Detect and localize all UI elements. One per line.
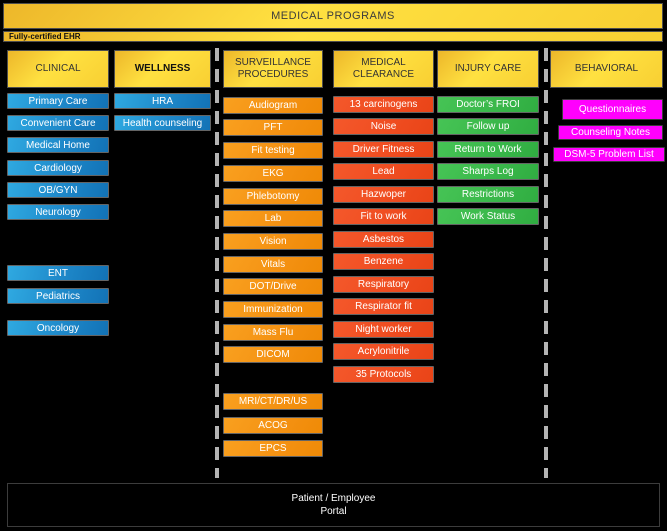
program-item-clinical: ENT (7, 265, 109, 281)
program-item-clearance: Driver Fitness (333, 141, 434, 158)
program-item-clearance: Asbestos (333, 231, 434, 248)
program-item-clinical: Oncology (7, 320, 109, 336)
program-item-clearance: 13 carcinogens (333, 96, 434, 113)
dashed-separator-left (215, 48, 219, 478)
portal-label-line2: Portal (320, 506, 347, 517)
program-item-clearance: Fit to work (333, 208, 434, 225)
program-item-surveillance: Mass Flu (223, 324, 323, 341)
dashed-separator-right (544, 48, 548, 478)
column-header-behavioral: BEHAVIORAL (550, 50, 663, 88)
program-item-surveillance: MRI/CT/DR/US (223, 393, 323, 410)
program-item-clinical: Neurology (7, 204, 109, 220)
program-item-surveillance: Vision (223, 233, 323, 250)
program-item-clinical: Medical Home (7, 137, 109, 153)
program-item-clearance: Acrylonitrile (333, 343, 434, 360)
program-item-surveillance: PFT (223, 119, 323, 136)
program-item-surveillance: Fit testing (223, 142, 323, 159)
program-item-surveillance: EKG (223, 165, 323, 182)
program-item-injury: Doctor’s FROI (437, 96, 539, 113)
program-item-behavioral: DSM-5 Problem List (553, 147, 665, 162)
program-item-clinical: Convenient Care (7, 115, 109, 131)
program-item-clearance: Hazwoper (333, 186, 434, 203)
program-item-clearance: Night worker (333, 321, 434, 338)
program-item-clearance: Respirator fit (333, 298, 434, 315)
program-item-injury: Follow up (437, 118, 539, 135)
column-header-injury-care: INJURY CARE (437, 50, 539, 88)
program-item-clinical: Primary Care (7, 93, 109, 109)
program-item-surveillance: Immunization (223, 301, 323, 318)
column-header-wellness: WELLNESS (114, 50, 211, 88)
program-item-surveillance: DICOM (223, 346, 323, 363)
ehr-certification-banner: Fully-certified EHR (3, 31, 663, 42)
program-item-wellness: Health counseling (114, 115, 211, 131)
program-item-clearance: Benzene (333, 253, 434, 270)
program-item-clearance: Lead (333, 163, 434, 180)
column-header-clinical: CLINICAL (7, 50, 109, 88)
program-item-behavioral: Counseling Notes (558, 125, 663, 140)
program-item-injury: Return to Work (437, 141, 539, 158)
diagram-title: MEDICAL PROGRAMS (3, 3, 663, 29)
column-header-medical-clearance: MEDICAL CLEARANCE (333, 50, 434, 88)
column-header-surveillance: SURVEILLANCE PROCEDURES (223, 50, 323, 88)
program-item-clearance: 35 Protocols (333, 366, 434, 383)
program-item-injury: Work Status (437, 208, 539, 225)
program-item-injury: Sharps Log (437, 163, 539, 180)
program-item-surveillance: DOT/Drive (223, 278, 323, 295)
program-item-surveillance: ACOG (223, 417, 323, 434)
patient-employee-portal-bar: Patient / Employee Portal (7, 483, 660, 527)
program-item-surveillance: Audiogram (223, 97, 323, 114)
program-item-clinical: Cardiology (7, 160, 109, 176)
program-item-wellness: HRA (114, 93, 211, 109)
program-item-clinical: OB/GYN (7, 182, 109, 198)
program-item-surveillance: Phlebotomy (223, 188, 323, 205)
portal-label-line1: Patient / Employee (291, 493, 376, 504)
program-item-behavioral: Questionnaires (562, 99, 663, 120)
program-item-injury: Restrictions (437, 186, 539, 203)
program-item-clearance: Noise (333, 118, 434, 135)
program-item-surveillance: Lab (223, 210, 323, 227)
program-item-clearance: Respiratory (333, 276, 434, 293)
program-item-surveillance: Vitals (223, 256, 323, 273)
program-item-surveillance: EPCS (223, 440, 323, 457)
program-item-clinical: Pediatrics (7, 288, 109, 304)
